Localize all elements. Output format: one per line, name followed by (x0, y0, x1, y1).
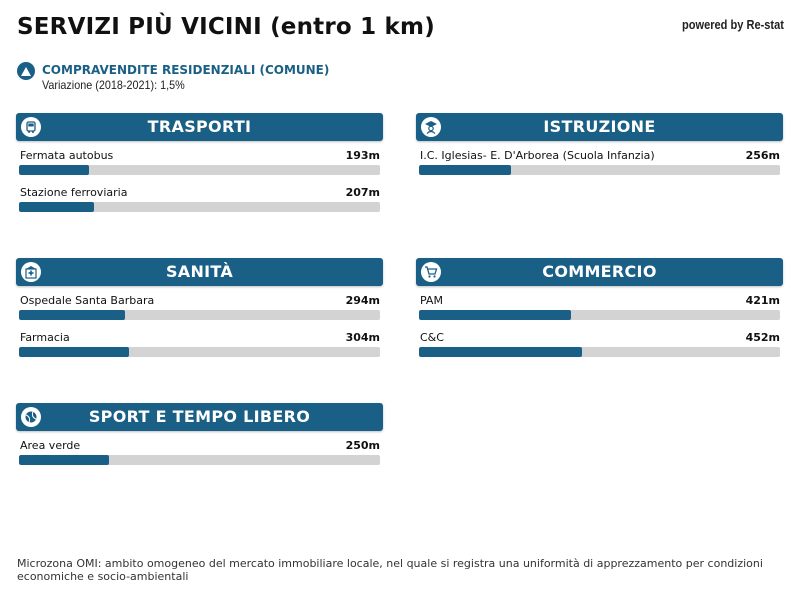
card-header: SPORT E TEMPO LIBERO (16, 403, 383, 431)
service-distance: 207m (345, 186, 380, 199)
service-distance: 256m (745, 149, 780, 162)
card-title: SPORT E TEMPO LIBERO (88, 407, 311, 426)
indicator-title: COMPRAVENDITE RESIDENZIALI (COMUNE) (42, 63, 330, 77)
card-title: ISTRUZIONE (543, 117, 656, 136)
service-distance: 452m (745, 331, 780, 344)
service-name: PAM (420, 294, 443, 307)
list-item: Farmacia 304m (19, 331, 380, 360)
distance-bar-fill (19, 310, 126, 320)
distance-bar (419, 165, 780, 175)
student-icon (421, 117, 441, 137)
distance-bar-fill (419, 165, 512, 175)
list-item: Fermata autobus 193m (19, 149, 380, 178)
service-distance: 250m (345, 439, 380, 452)
distance-bar (19, 455, 380, 465)
card-header: TRASPORTI (16, 113, 383, 141)
powered-by-label: powered by Re-stat (682, 17, 784, 32)
service-name: I.C. Iglesias- E. D'Arborea (Scuola Infa… (420, 149, 655, 162)
service-name: Ospedale Santa Barbara (20, 294, 155, 307)
distance-bar-fill (19, 455, 110, 465)
list-item: Stazione ferroviaria 207m (19, 186, 380, 215)
distance-bar-fill (19, 202, 94, 212)
service-name: Fermata autobus (20, 149, 114, 162)
list-item: C&C 452m (419, 331, 780, 360)
distance-bar-fill (19, 347, 129, 357)
list-item: Area verde 250m (19, 439, 380, 468)
indicator-subtitle: Variazione (2018-2021): 1,5% (42, 78, 185, 92)
service-name: Area verde (20, 439, 81, 452)
card-commercio: COMMERCIO PAM 421m C&C 452m (416, 258, 783, 360)
card-title: SANITÀ (165, 262, 234, 281)
card-title: COMMERCIO (542, 262, 657, 281)
shopping-cart-icon (421, 262, 441, 282)
distance-bar (419, 347, 780, 357)
distance-bar (19, 165, 380, 175)
service-distance: 304m (345, 331, 380, 344)
distance-bar-fill (419, 347, 583, 357)
list-item: Ospedale Santa Barbara 294m (19, 294, 380, 323)
card-sanita: SANITÀ Ospedale Santa Barbara 294m Farma… (16, 258, 383, 360)
card-header: ISTRUZIONE (416, 113, 783, 141)
page-title: SERVIZI PIÙ VICINI (entro 1 km) (17, 14, 435, 40)
bus-icon (21, 117, 41, 137)
triangle-up-icon (17, 62, 35, 80)
card-istruzione: ISTRUZIONE I.C. Iglesias- E. D'Arborea (… (416, 113, 783, 178)
card-trasporti: TRASPORTI Fermata autobus 193m Stazione … (16, 113, 383, 215)
service-distance: 294m (345, 294, 380, 307)
service-distance: 421m (745, 294, 780, 307)
list-item: I.C. Iglesias- E. D'Arborea (Scuola Infa… (419, 149, 780, 178)
card-title: TRASPORTI (147, 117, 252, 136)
hospital-icon (21, 262, 41, 282)
service-name: C&C (420, 331, 444, 344)
service-name: Stazione ferroviaria (20, 186, 128, 199)
distance-bar (19, 347, 380, 357)
card-header: SANITÀ (16, 258, 383, 286)
distance-bar (419, 310, 780, 320)
distance-bar (19, 202, 380, 212)
card-header: COMMERCIO (416, 258, 783, 286)
footnote: Microzona OMI: ambito omogeneo del merca… (17, 557, 763, 583)
distance-bar (19, 310, 380, 320)
service-name: Farmacia (20, 331, 70, 344)
card-sport-tempo-libero: SPORT E TEMPO LIBERO Area verde 250m (16, 403, 383, 468)
distance-bar-fill (19, 165, 89, 175)
list-item: PAM 421m (419, 294, 780, 323)
service-distance: 193m (345, 149, 380, 162)
tennis-ball-icon (21, 407, 41, 427)
distance-bar-fill (419, 310, 571, 320)
